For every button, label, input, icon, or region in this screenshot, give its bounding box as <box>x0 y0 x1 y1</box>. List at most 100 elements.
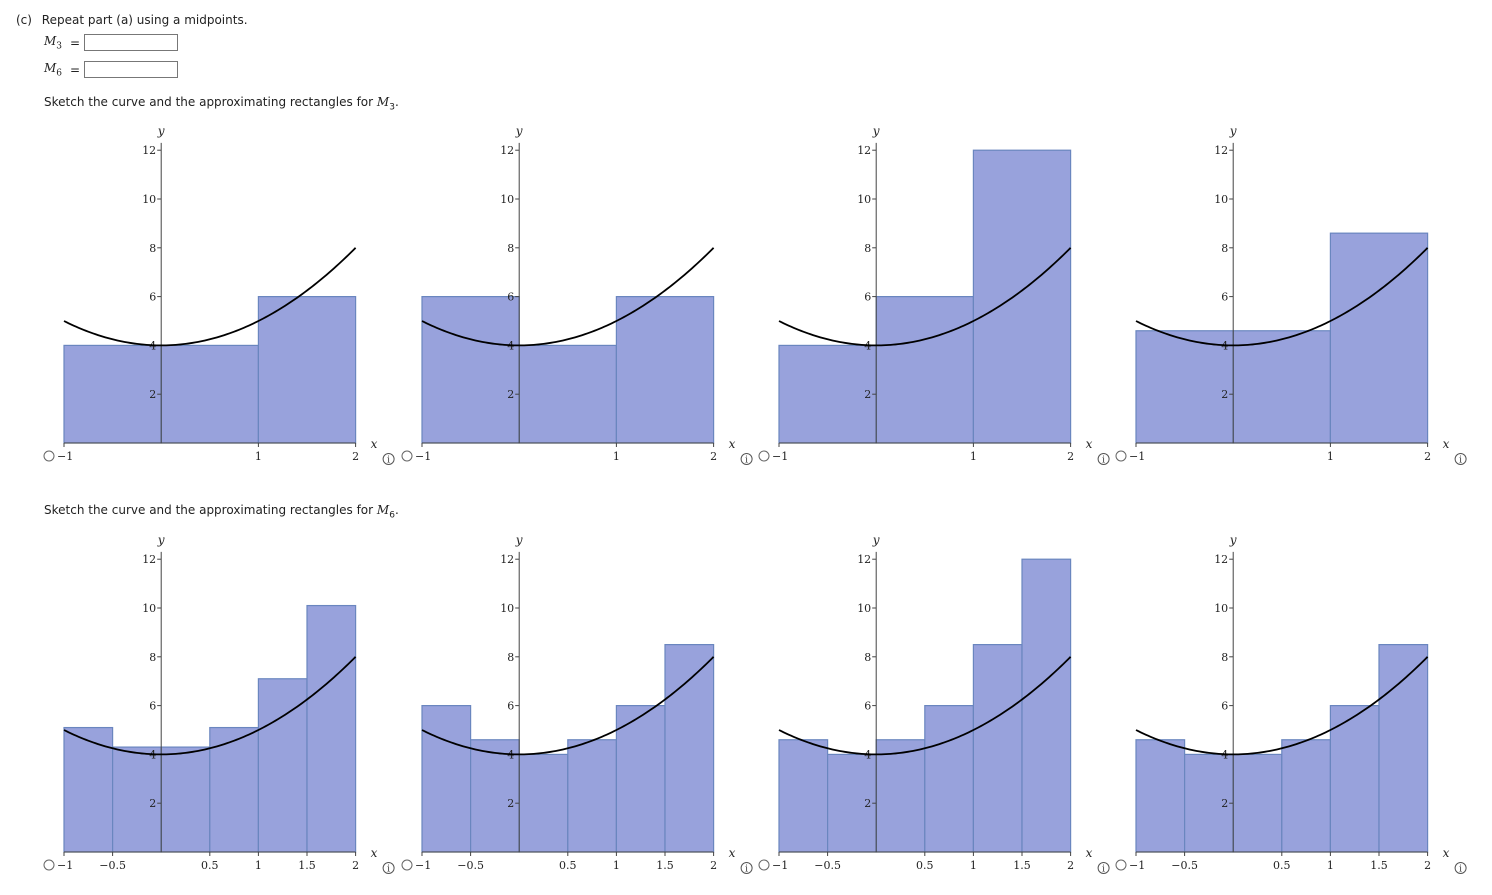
approx-rectangle <box>778 739 829 853</box>
y-tick-label: 6 <box>507 700 514 713</box>
y-tick-label: 8 <box>149 651 156 664</box>
approx-rectangle <box>972 149 1072 444</box>
y-tick-label: 2 <box>1221 388 1228 401</box>
function-curve <box>421 247 714 347</box>
x-axis-label: x <box>1086 437 1093 451</box>
y-tick-label: 12 <box>857 144 871 157</box>
y-tick-label: 12 <box>857 553 871 566</box>
y-axis-label: y <box>157 124 165 138</box>
y-axis-label: y <box>157 533 165 547</box>
sketch-m6-instruction: Sketch the curve and the approximating r… <box>44 503 399 521</box>
approx-rectangle <box>518 753 568 853</box>
svg-text:i: i <box>387 456 390 466</box>
equals-sign: = <box>70 35 81 50</box>
option-radio-button[interactable] <box>758 450 770 462</box>
y-tick-label: 8 <box>1221 651 1228 664</box>
approx-rectangle <box>566 739 617 853</box>
function-curve <box>63 656 357 756</box>
y-tick-label: 8 <box>507 651 514 664</box>
x-tick-label: 2 <box>1067 450 1074 463</box>
approx-rectangle <box>257 296 357 444</box>
y-tick-label: 6 <box>1221 291 1228 304</box>
m3-answer-input[interactable] <box>84 34 179 52</box>
x-tick-label: 0.5 <box>916 859 934 872</box>
approx-rectangle <box>1378 643 1429 853</box>
y-axis-label: y <box>514 124 522 138</box>
info-icon[interactable]: i <box>382 453 395 466</box>
x-axis-label: x <box>371 437 378 451</box>
approx-rectangle <box>1021 558 1072 853</box>
info-icon[interactable]: i <box>1454 453 1467 466</box>
approx-rectangle <box>615 296 714 444</box>
approx-rectangle <box>826 753 877 853</box>
x-axis-label: x <box>1443 846 1450 860</box>
svg-text:i: i <box>1102 456 1105 466</box>
option-radio-button[interactable] <box>401 859 412 871</box>
y-tick-label: 6 <box>864 700 871 713</box>
approx-rectangle <box>663 643 714 853</box>
info-icon[interactable]: i <box>740 453 753 466</box>
y-tick-label: 8 <box>864 651 871 664</box>
x-tick-label: −0.5 <box>99 859 126 872</box>
function-curve <box>1135 656 1429 756</box>
sketch-m3-instruction: Sketch the curve and the approximating r… <box>44 95 399 113</box>
y-tick-label: 2 <box>1221 797 1228 810</box>
function-curve <box>1135 247 1429 347</box>
m6-answer-input[interactable] <box>84 61 179 79</box>
option-radio-button[interactable] <box>43 859 55 871</box>
info-icon[interactable]: i <box>740 862 753 875</box>
y-tick-label: 2 <box>864 797 871 810</box>
info-icon[interactable]: i <box>1097 862 1110 875</box>
y-tick-label: 10 <box>857 193 871 206</box>
y-tick-label: 8 <box>149 242 156 255</box>
approx-rectangle <box>1329 705 1380 853</box>
x-tick-label: 1.5 <box>298 859 316 872</box>
approx-rectangle <box>1135 739 1186 853</box>
y-tick-label: 2 <box>864 388 871 401</box>
approx-rectangle <box>63 726 114 853</box>
y-tick-label: 12 <box>142 144 156 157</box>
info-icon[interactable]: i <box>1454 862 1467 875</box>
approx-rectangle <box>160 746 211 853</box>
x-tick-label: 1 <box>255 450 262 463</box>
x-axis-label: x <box>1086 846 1093 860</box>
x-tick-label: −0.5 <box>1171 859 1198 872</box>
y-axis-label: y <box>1229 533 1237 547</box>
y-tick-label: 10 <box>500 193 514 206</box>
x-tick-label: 2 <box>710 859 717 872</box>
prompt-text: Repeat part (a) using a midpoints. <box>41 13 248 27</box>
y-tick-label: 10 <box>1214 193 1228 206</box>
y-axis-label: y <box>872 533 880 547</box>
option-radio-button[interactable] <box>43 450 55 462</box>
option-radio-button[interactable] <box>1115 450 1127 462</box>
y-tick-label: 12 <box>142 553 156 566</box>
x-tick-label: 0.5 <box>559 859 577 872</box>
approx-rectangle <box>420 705 471 853</box>
approx-rectangle <box>1281 739 1332 853</box>
x-tick-label: 1.5 <box>1370 859 1388 872</box>
y-axis-label: y <box>1229 124 1237 138</box>
y-tick-label: 2 <box>507 388 514 401</box>
x-tick-label: −1 <box>772 859 788 872</box>
approx-rectangle <box>160 344 259 444</box>
info-icon[interactable]: i <box>382 862 395 875</box>
y-tick-label: 10 <box>1214 602 1228 615</box>
svg-text:i: i <box>1102 865 1105 875</box>
m3-label: M3 <box>44 34 63 52</box>
option-radio-button[interactable] <box>401 450 412 462</box>
approx-rectangle <box>875 296 974 444</box>
x-axis-label: x <box>728 437 735 451</box>
y-tick-label: 6 <box>507 291 514 304</box>
x-tick-label: 1 <box>255 859 262 872</box>
equals-sign: = <box>70 62 81 77</box>
info-icon[interactable]: i <box>1097 453 1110 466</box>
x-tick-label: 1 <box>612 859 619 872</box>
option-radio-button[interactable] <box>758 859 770 871</box>
x-tick-label: 2 <box>1424 450 1431 463</box>
x-tick-label: 1.5 <box>1013 859 1031 872</box>
option-radio-button[interactable] <box>1115 859 1127 871</box>
